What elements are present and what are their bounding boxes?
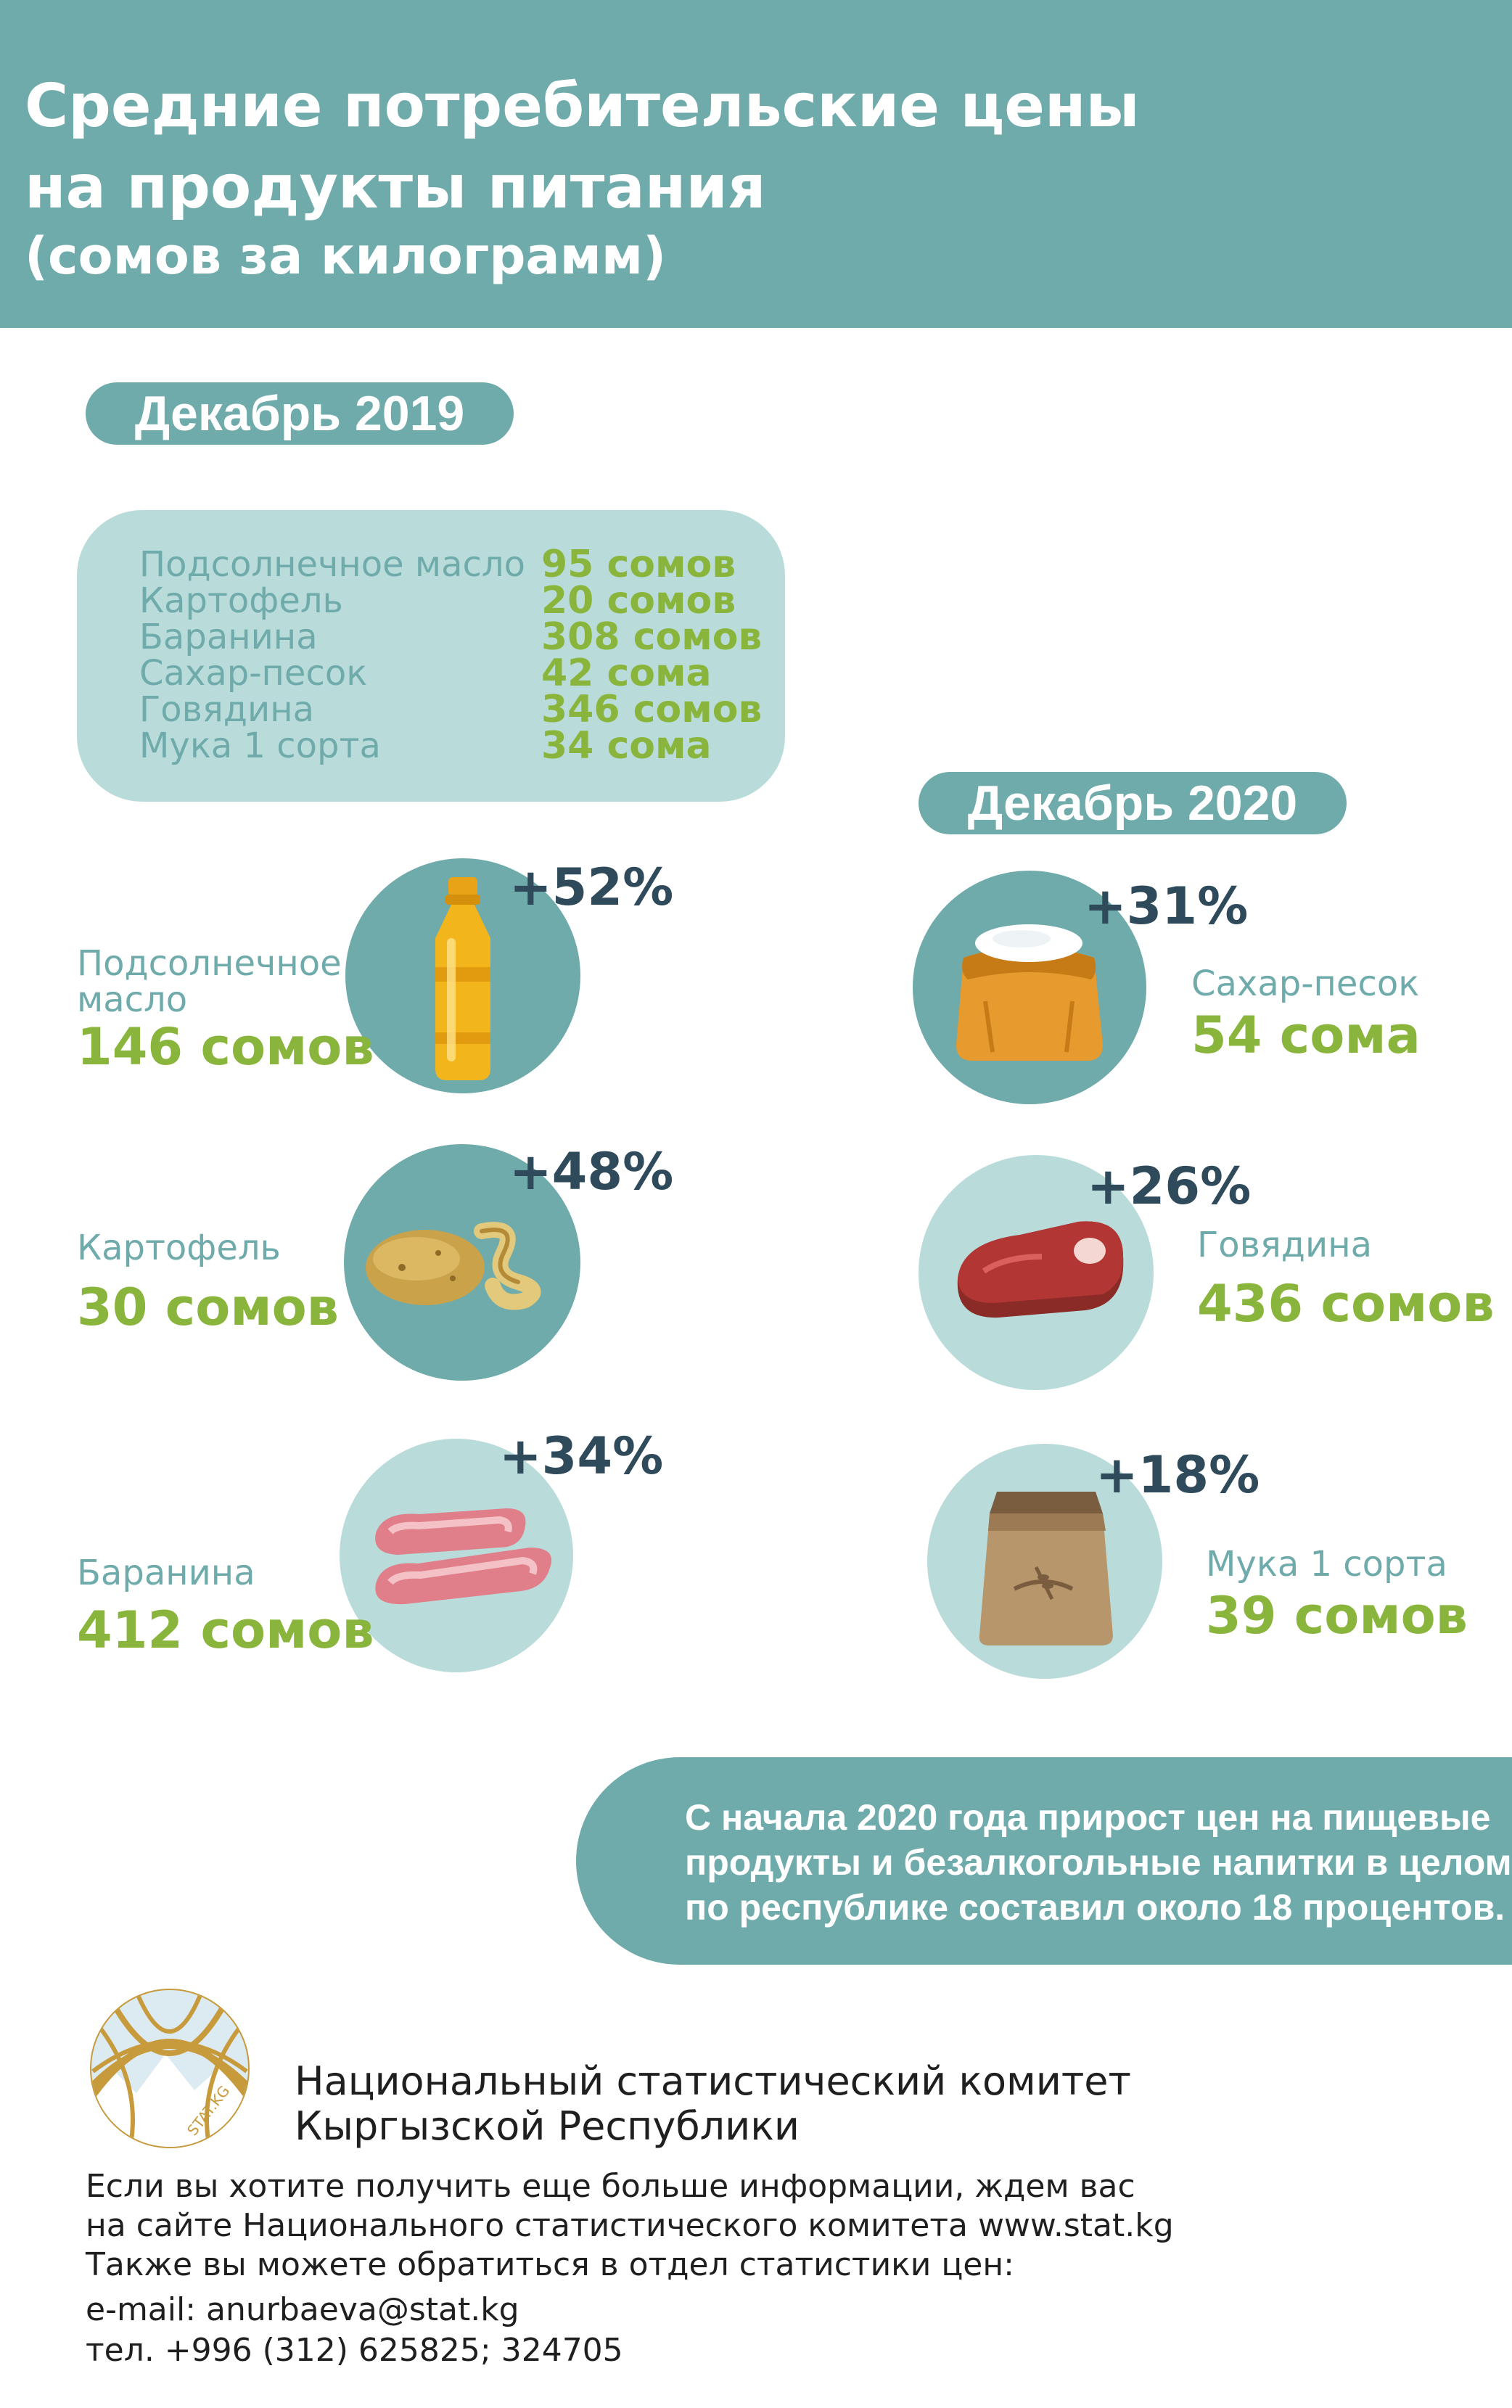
december-2020-label: Декабрь 2020 (919, 772, 1347, 834)
beef-steak-icon (957, 1221, 1124, 1318)
page-title-line2: на продукты питания (25, 153, 766, 222)
flour-bag-icon (979, 1492, 1113, 1645)
list-item: Говядина 346 сомов (139, 691, 763, 728)
item-name: Мука 1 сорта (139, 726, 381, 766)
item-price: 20 сомов (541, 579, 736, 622)
note-line1: С начала 2020 года прирост цен на пищевы… (685, 1797, 1491, 1838)
note-line2: продукты и безалкогольные напитки в цело… (685, 1842, 1512, 1883)
potato-circle (344, 1144, 580, 1381)
list-item: Сахар-песок 42 сома (139, 652, 763, 695)
sugar-change: +31% (1084, 876, 1249, 936)
list-item: Мука 1 сорта 34 сома (139, 724, 763, 768)
sugar-name: Сахар-песок (1191, 963, 1420, 1004)
potato-price: 30 сомов (77, 1278, 339, 1337)
mutton-name: Баранина (77, 1553, 255, 1593)
page-subtitle: (сомов за килограмм) (25, 226, 667, 286)
item-name: Говядина (139, 689, 314, 730)
info-line3: Также вы можете обратиться в отдел стати… (86, 2246, 1014, 2283)
oil-bottle-icon (435, 877, 490, 1080)
december-2019-price-list: Подсолнечное масло 95 сомов Картофель 20… (77, 510, 785, 802)
header-banner: Средние потребительские цены на продукты… (0, 0, 1512, 328)
oil-change: +52% (509, 858, 674, 917)
item-price: 34 сома (541, 724, 712, 768)
org-name-line2: Кыргызской Республики (295, 2103, 800, 2149)
mutton-price: 412 сомов (77, 1600, 374, 1660)
note-line3: по республике составил около 18 проценто… (685, 1887, 1505, 1928)
flour-price: 39 сомов (1206, 1586, 1468, 1645)
item-price: 42 сома (541, 652, 712, 695)
oil-circle (345, 858, 580, 1093)
flour-change: +18% (1096, 1445, 1260, 1505)
item-price: 346 сомов (541, 688, 763, 731)
info-line2: на сайте Национального статистического к… (86, 2207, 1174, 2244)
mutton-circle (340, 1439, 573, 1672)
sugar-sack-icon (956, 924, 1103, 1061)
list-item: Картофель 20 сомов (139, 579, 763, 622)
summary-note: С начала 2020 года прирост цен на пищевы… (576, 1757, 1512, 1965)
beef-circle (919, 1155, 1154, 1390)
mutton-change: +34% (499, 1426, 664, 1486)
item-name: Баранина (139, 617, 318, 657)
flour-name: Мука 1 сорта (1206, 1544, 1447, 1585)
potato-icon (366, 1222, 541, 1310)
oil-name-line1: Подсолнечное (77, 943, 342, 984)
sugar-circle (913, 871, 1146, 1104)
item-price: 308 сомов (541, 615, 763, 659)
beef-price: 436 сомов (1197, 1274, 1495, 1334)
sugar-price: 54 сома (1191, 1006, 1421, 1065)
december-2019-label: Декабрь 2019 (86, 382, 514, 445)
stat-kg-logo: STAT.KG (86, 1984, 254, 2153)
oil-price: 146 сомов (77, 1017, 374, 1077)
org-name-line1: Национальный статистический комитет (295, 2058, 1131, 2104)
oil-name-line2: масло (77, 979, 188, 1020)
mutton-icon (375, 1508, 552, 1605)
phone-number: тел. +996 (312) 625825; 324705 (86, 2332, 623, 2369)
potato-name: Картофель (77, 1228, 281, 1268)
list-item: Баранина 308 сомов (139, 615, 763, 659)
info-line1: Если вы хотите получить еще больше инфор… (86, 2168, 1135, 2205)
item-name: Картофель (139, 580, 343, 621)
beef-change: +26% (1087, 1156, 1252, 1216)
list-item: Подсолнечное масло 95 сомов (139, 546, 763, 583)
page-title-line1: Средние потребительские цены (25, 72, 1140, 141)
email-link[interactable]: e-mail: anurbaeva@stat.kg (86, 2291, 519, 2328)
beef-name: Говядина (1197, 1225, 1372, 1265)
potato-change: +48% (509, 1142, 674, 1201)
flour-circle (927, 1444, 1162, 1679)
item-price: 95 сомов (541, 543, 736, 586)
item-name: Подсолнечное масло (139, 544, 525, 585)
item-name: Сахар-песок (139, 653, 368, 694)
